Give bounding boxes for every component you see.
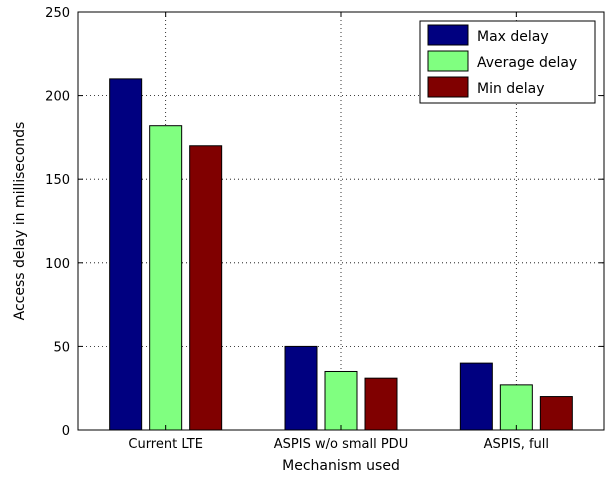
y-tick-label: 0: [62, 424, 70, 439]
y-tick-label: 250: [45, 6, 70, 21]
legend-label: Max delay: [477, 29, 549, 45]
legend-label: Min delay: [477, 81, 545, 97]
y-axis-label: Access delay in milliseconds: [12, 122, 28, 321]
bar: [499, 384, 533, 431]
bar: [324, 370, 358, 431]
x-axis-label: Mechanism used: [282, 458, 400, 474]
axis-ticks: 0 50 100 150 200 250 Current LTE ASPIS w/o smal…: [45, 6, 604, 452]
legend-swatch: [427, 24, 469, 46]
legend-swatch: [427, 50, 469, 72]
y-tick-label: 50: [53, 340, 70, 355]
bar: [364, 377, 398, 431]
legend-label: Average delay: [477, 55, 577, 71]
bar: [539, 396, 573, 431]
bar: [149, 125, 183, 431]
legend: Max delay Average delay Min delay: [419, 20, 596, 104]
bar: [284, 345, 318, 431]
y-tick-label: 200: [45, 90, 70, 105]
bars: [109, 78, 573, 431]
bar: [459, 362, 493, 431]
bar: [109, 78, 143, 431]
legend-swatch: [427, 76, 469, 98]
x-tick-label: Current LTE: [128, 437, 203, 452]
y-tick-label: 100: [45, 257, 70, 272]
bar: [189, 145, 223, 431]
x-tick-label: ASPIS w/o small PDU: [274, 437, 408, 452]
x-tick-label: ASPIS, full: [484, 437, 549, 452]
y-tick-label: 150: [45, 173, 70, 188]
